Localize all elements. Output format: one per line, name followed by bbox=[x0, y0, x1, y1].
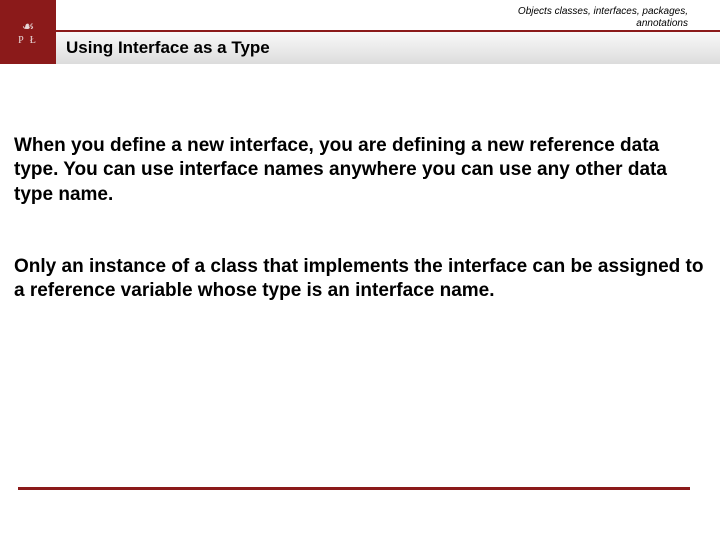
slide-header: ☙ P Ł Objects classes, interfaces, packa… bbox=[0, 0, 720, 64]
logo-text: P Ł bbox=[18, 35, 38, 46]
slide-content: When you define a new interface, you are… bbox=[0, 64, 720, 304]
footer-divider bbox=[18, 487, 690, 490]
paragraph-2: Only an instance of a class that impleme… bbox=[14, 255, 706, 304]
breadcrumb: Objects classes, interfaces, packages, a… bbox=[518, 6, 688, 30]
logo-glyph: ☙ bbox=[22, 19, 35, 33]
brand-logo: ☙ P Ł bbox=[0, 0, 56, 64]
breadcrumb-line-1: Objects classes, interfaces, packages, bbox=[518, 6, 688, 18]
slide-title: Using Interface as a Type bbox=[66, 38, 270, 58]
title-bar: Using Interface as a Type bbox=[56, 30, 720, 64]
paragraph-1: When you define a new interface, you are… bbox=[14, 134, 706, 207]
breadcrumb-line-2: annotations bbox=[518, 18, 688, 30]
